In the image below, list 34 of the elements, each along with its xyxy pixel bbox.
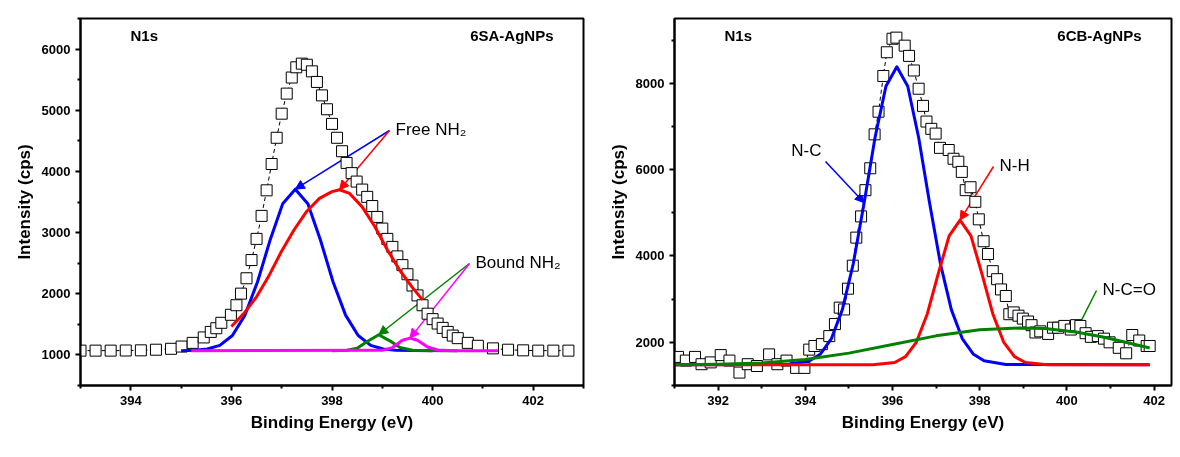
y-axis-title: Intensity (cps) [608, 144, 628, 260]
y-tick-label: 4000 [41, 163, 71, 179]
x-tick-label: 396 [881, 392, 904, 408]
x-tick-label: 400 [421, 392, 444, 408]
annotation: Free NH₂ [395, 119, 467, 139]
x-axis-title: Binding Energy (eV) [841, 412, 1005, 432]
y-tick-label: 8000 [635, 75, 665, 91]
x-tick-label: 398 [968, 392, 991, 408]
annotation: 6CB-AgNPs [1057, 26, 1142, 44]
annotation: N-C [791, 140, 822, 160]
y-tick-label: 6000 [635, 162, 665, 178]
annotation: N1s [724, 26, 753, 44]
y-tick-label: 5000 [41, 102, 71, 118]
x-tick-label: 394 [794, 392, 817, 408]
x-tick-label: 398 [321, 392, 343, 408]
x-tick-label: 402 [1143, 392, 1165, 408]
x-axis-title: Binding Energy (eV) [250, 412, 414, 432]
x-tick-label: 402 [522, 392, 545, 408]
annotation: N-H [999, 155, 1030, 175]
annotation: N-C=O [1102, 279, 1156, 299]
annotation: Bound NH₂ [475, 252, 561, 272]
annotation: 6SA-AgNPs [470, 26, 554, 44]
y-tick-label: 1000 [41, 347, 71, 363]
y-tick-label: 2000 [41, 286, 71, 302]
y-tick-label: 2000 [635, 334, 665, 350]
x-tick-label: 400 [1056, 392, 1078, 408]
x-tick-label: 392 [707, 392, 729, 408]
y-axis-title: Intensity (cps) [14, 144, 34, 260]
y-tick-label: 4000 [635, 248, 665, 264]
x-tick-label: 396 [220, 392, 243, 408]
x-tick-label: 394 [119, 392, 143, 408]
annotation: N1s [130, 26, 159, 44]
y-tick-label: 3000 [41, 225, 71, 241]
y-tick-label: 6000 [41, 41, 71, 57]
